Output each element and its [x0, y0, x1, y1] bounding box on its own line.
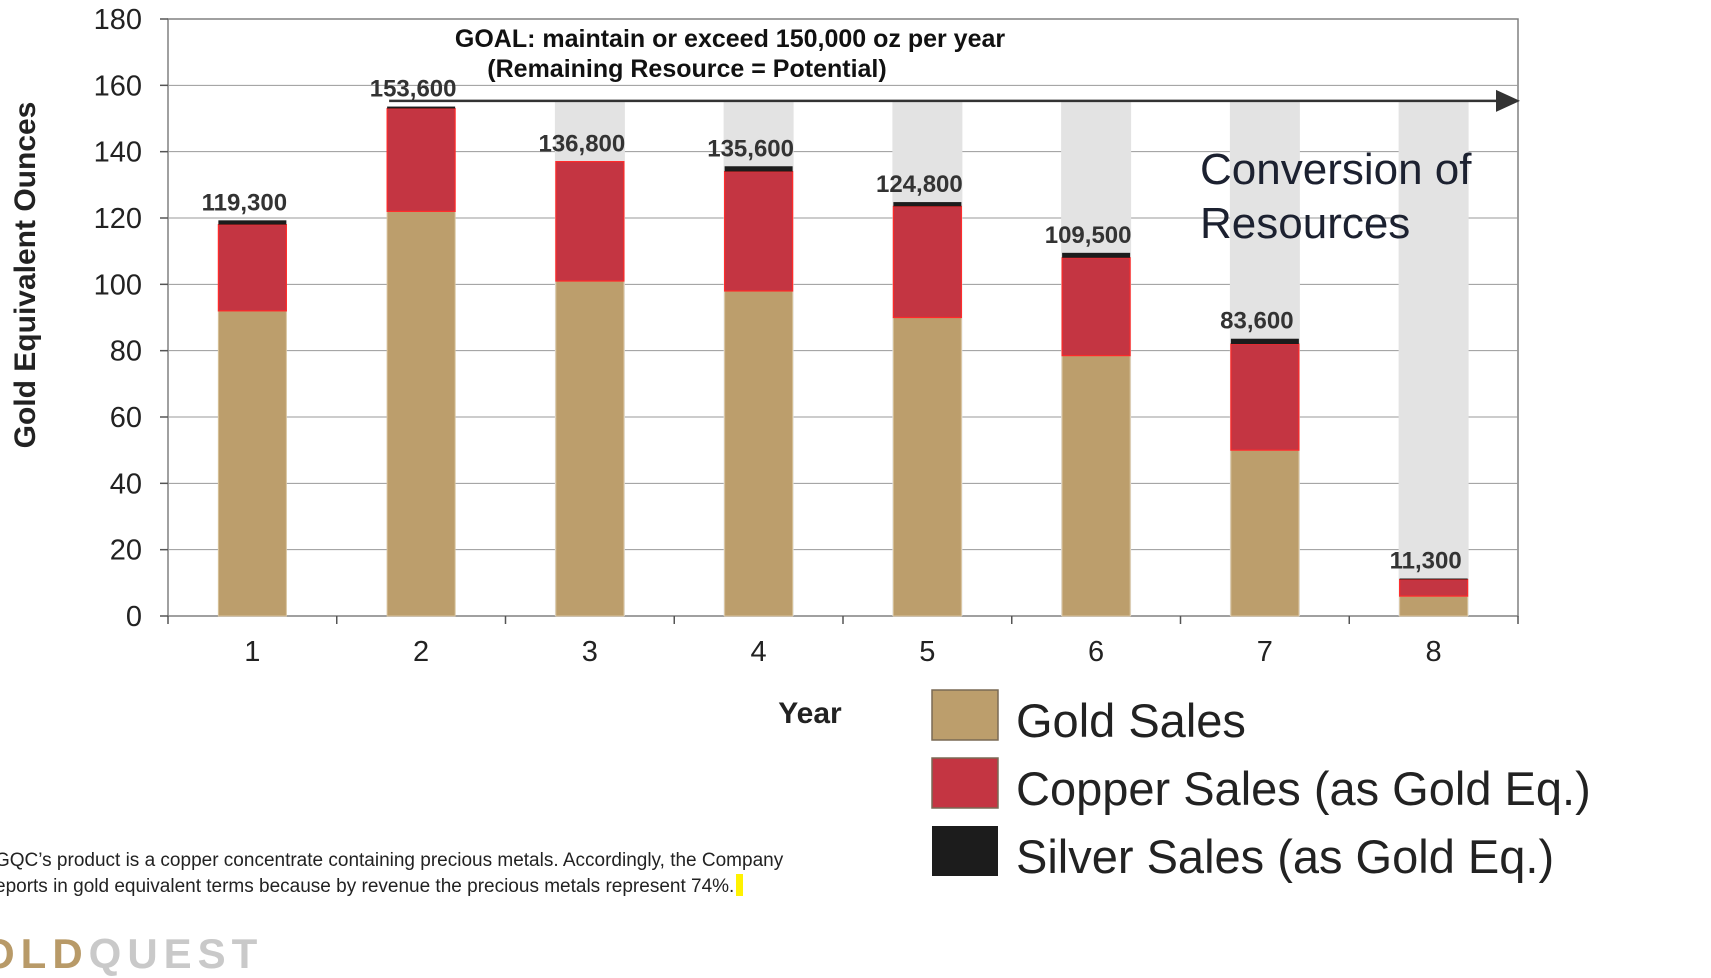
x-tick-label-6: 6	[1088, 636, 1104, 668]
legend: Gold Sales Copper Sales (as Gold Eq.) Silv…	[931, 689, 1591, 883]
legend-label-copper: Copper Sales (as Gold Eq.)	[1016, 762, 1591, 815]
plot-area	[167, 18, 1519, 617]
legend-label-gold: Gold Sales	[1016, 694, 1246, 747]
bar-segment-copper-8	[1399, 578, 1469, 597]
goal-text-line2: (Remaining Resource = Potential)	[487, 55, 886, 83]
x-tick-label-3: 3	[582, 636, 598, 668]
y-axis-title: Gold Equivalent Ounces	[9, 102, 42, 449]
bar-segment-copper-2	[386, 107, 456, 212]
data-label-2: 153,600	[370, 76, 457, 103]
legend-swatch-gold	[931, 689, 999, 741]
bar-segment-gold-4	[724, 290, 794, 617]
bar-segment-copper-5	[892, 205, 962, 319]
logo-part1: OLD	[0, 930, 89, 977]
x-tick-label-8: 8	[1426, 636, 1442, 668]
x-tick-label-7: 7	[1257, 636, 1273, 668]
bar-segment-silver-4	[724, 166, 793, 172]
bar-segment-silver-2	[387, 106, 456, 109]
goal-annotation: GOAL: maintain or exceed 150,000 oz per …	[389, 25, 1520, 112]
x-tick-label-1: 1	[244, 636, 260, 668]
legend-label-silver: Silver Sales (as Gold Eq.)	[1016, 830, 1554, 883]
axes: 0 20 40 60 80 100 120 140 160 180 1 2 3 4 5 6 7 8	[94, 4, 1519, 668]
data-label-3: 136,800	[538, 131, 625, 158]
bar-segment-copper-6	[1061, 257, 1131, 357]
x-tick-label-4: 4	[751, 636, 767, 668]
data-label-4: 135,600	[707, 135, 794, 162]
bar-segment-gold-8	[1399, 595, 1469, 617]
y-tick-label-80: 80	[110, 336, 142, 368]
bar-segment-gold-1	[217, 310, 287, 617]
y-tick-label-0: 0	[126, 601, 142, 633]
bar-segment-copper-3	[555, 161, 625, 282]
legend-swatch-silver	[932, 826, 998, 876]
bar-segment-copper-1	[217, 224, 287, 312]
y-tick-label-60: 60	[110, 402, 142, 434]
bar-segment-silver-8	[1399, 578, 1468, 580]
data-label-7: 83,600	[1220, 308, 1293, 335]
bar-segment-gold-7	[1230, 449, 1300, 617]
y-tick-label-160: 160	[94, 70, 142, 102]
bar-segment-copper-4	[724, 170, 794, 292]
x-tick-label-2: 2	[413, 636, 429, 668]
bar-segment-silver-6	[1062, 252, 1131, 258]
y-tick-label-180: 180	[94, 4, 142, 36]
goal-text-line1: GOAL: maintain or exceed 150,000 oz per …	[455, 25, 1006, 53]
y-tick-label-20: 20	[110, 535, 142, 567]
y-tick-label-100: 100	[94, 269, 142, 301]
footnote: GQC’s product is a copper concentrate co…	[0, 848, 915, 900]
potential-bar-8	[1398, 101, 1469, 616]
data-label-5: 124,800	[876, 171, 963, 198]
bar-segment-silver-1	[218, 220, 287, 225]
conversion-annotation-line1: Conversion of	[1200, 145, 1472, 194]
logo-part2: QUEST	[88, 930, 264, 977]
y-tick-label-140: 140	[94, 137, 142, 169]
bar-segment-gold-5	[892, 317, 962, 617]
highlight-mark	[736, 874, 744, 896]
bar-segment-copper-7	[1230, 343, 1300, 451]
data-label-1: 119,300	[202, 189, 287, 216]
conversion-annotation-line2: Resources	[1200, 199, 1410, 248]
stacked-bar-chart: 0 20 40 60 80 100 120 140 160 180 1 2 3 4 5 6 7 8 119,300…	[9, 4, 1591, 883]
goal-arrowhead	[1496, 89, 1520, 112]
bar-segment-gold-3	[555, 280, 625, 617]
logo: OLDQUEST	[0, 930, 263, 978]
y-tick-label-40: 40	[110, 468, 142, 500]
bar-segment-silver-7	[1230, 338, 1299, 345]
footnote-text: GQC’s product is a copper concentrate co…	[0, 850, 784, 897]
legend-swatch-copper	[931, 757, 999, 809]
value-labels: 119,300 153,600 136,800 135,600 124,800 109,5…	[202, 76, 1462, 575]
y-tick-label-120: 120	[94, 203, 142, 235]
bar-segment-gold-6	[1061, 355, 1131, 617]
data-label-8: 11,300	[1390, 548, 1462, 575]
bar-segment-silver-5	[893, 202, 962, 207]
x-axis-title: Year	[778, 697, 842, 730]
bar-segment-gold-2	[386, 210, 456, 617]
bars	[217, 106, 1469, 617]
x-tick-label-5: 5	[919, 636, 935, 668]
data-label-6: 109,500	[1045, 222, 1132, 249]
